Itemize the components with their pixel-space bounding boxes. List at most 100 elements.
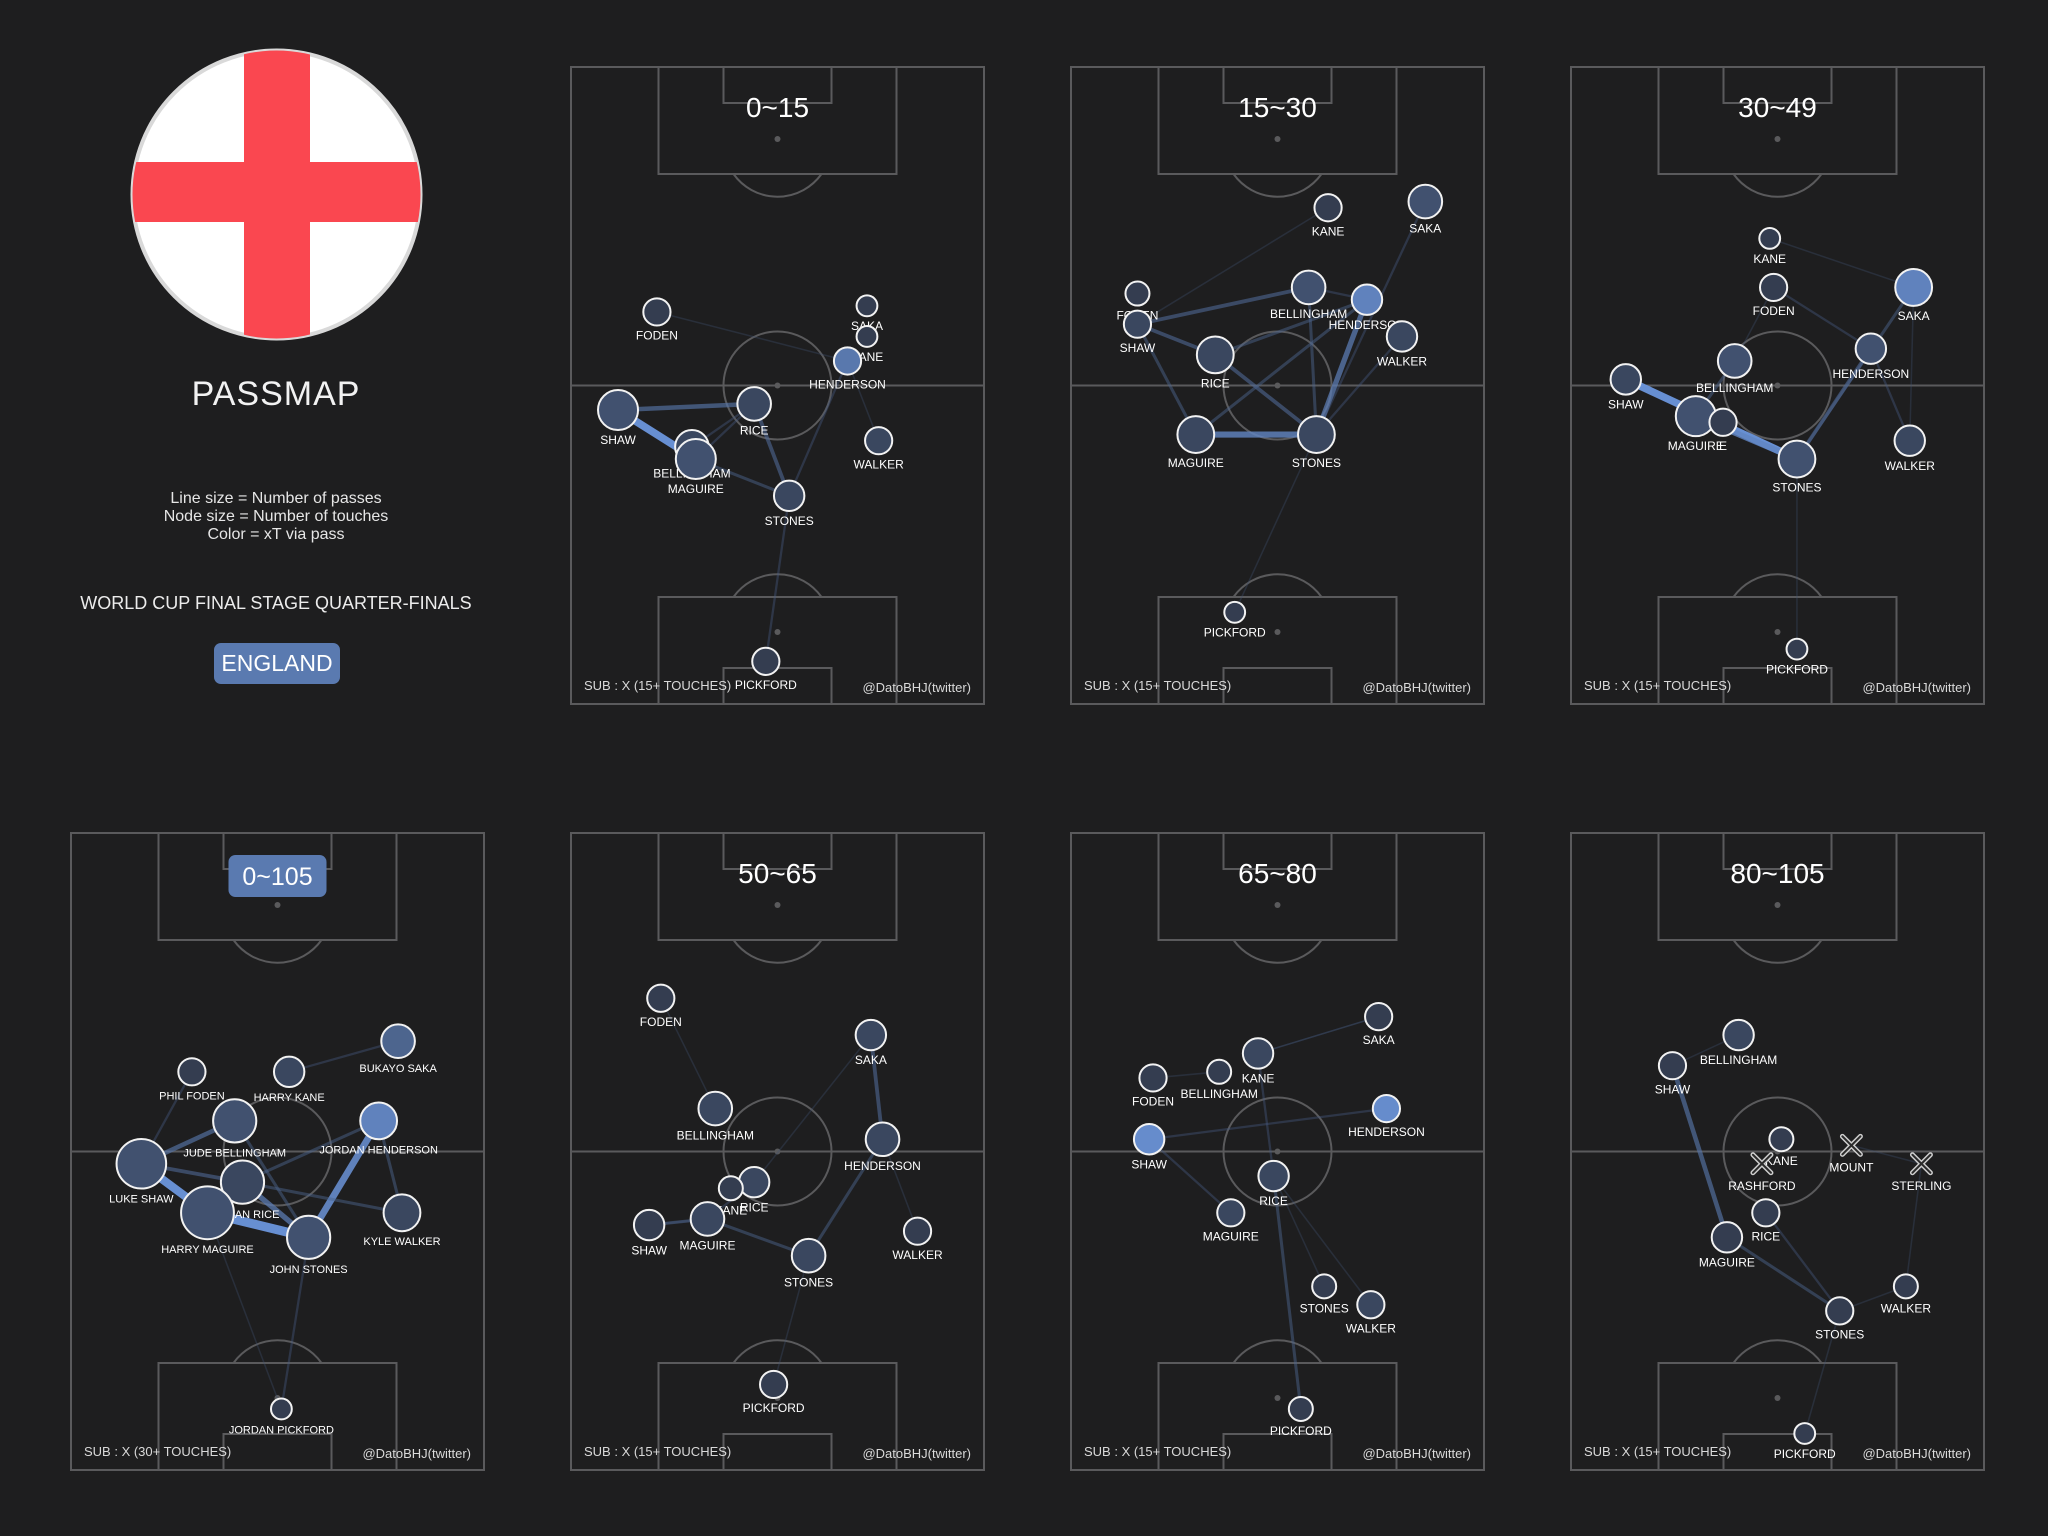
player-node bbox=[1206, 1058, 1233, 1085]
period-title: 0~15 bbox=[746, 92, 809, 123]
pass-line bbox=[288, 1040, 400, 1073]
pass-line bbox=[305, 1117, 383, 1241]
player-label: STONES bbox=[1292, 456, 1341, 470]
player-label: MAGUIRE bbox=[679, 1239, 735, 1253]
penalty-spot-bottom bbox=[774, 629, 781, 635]
pass-line bbox=[772, 1254, 810, 1386]
six-yard-box-top bbox=[1222, 66, 1333, 104]
period-title: 80~105 bbox=[1730, 858, 1824, 889]
penalty-arc-top bbox=[232, 939, 323, 964]
penalty-spot-top bbox=[1274, 902, 1281, 908]
pass-line bbox=[1315, 335, 1404, 436]
pass-lines bbox=[1147, 1015, 1388, 1411]
player-node bbox=[751, 646, 781, 676]
pass-line bbox=[1135, 322, 1198, 437]
competition-label: WORLD CUP FINAL STAGE QUARTER-FINALS bbox=[80, 593, 472, 613]
player-node bbox=[1777, 439, 1817, 479]
pass-line bbox=[1147, 1107, 1388, 1141]
player-node bbox=[1356, 1290, 1386, 1320]
penalty-arc-top bbox=[732, 939, 823, 964]
penalty-arc-top bbox=[732, 173, 823, 198]
pass-line bbox=[615, 401, 757, 413]
player-node bbox=[1785, 637, 1809, 661]
player-node bbox=[359, 1101, 399, 1141]
player-label: SHAW bbox=[1608, 398, 1644, 412]
player-node bbox=[1722, 1018, 1755, 1052]
sub-marker-inner bbox=[1751, 1153, 1772, 1174]
pass-line bbox=[1803, 1310, 1841, 1435]
pass-line bbox=[1135, 285, 1311, 327]
player-node bbox=[674, 438, 717, 481]
center-spot bbox=[1274, 382, 1281, 389]
player-label: RICE bbox=[740, 1200, 769, 1214]
page-title: PASSMAP bbox=[191, 375, 361, 413]
pass-line bbox=[1147, 1138, 1232, 1214]
credit-footnote: @DatoBHJ(twitter) bbox=[1362, 680, 1471, 695]
six-yard-box-top bbox=[1722, 66, 1833, 104]
center-spot bbox=[774, 382, 781, 389]
player-node bbox=[1371, 1093, 1402, 1124]
player-label: KANE bbox=[1242, 1072, 1275, 1086]
penalty-spot-bottom bbox=[1274, 1395, 1281, 1401]
player-label: LUKE SHAW bbox=[109, 1194, 174, 1206]
six-yard-box-bottom bbox=[1722, 667, 1833, 705]
player-node bbox=[736, 386, 772, 422]
player-label: WALKER bbox=[1881, 1301, 1932, 1315]
pass-line bbox=[1768, 237, 1915, 289]
player-label: SAKA bbox=[1898, 309, 1930, 323]
player-node bbox=[597, 389, 640, 432]
player-label: FODEN bbox=[1132, 1095, 1174, 1109]
player-label: STERLING bbox=[1891, 1179, 1951, 1193]
period-title: 0~105 bbox=[242, 863, 312, 891]
team-badge: ENGLAND bbox=[214, 643, 340, 684]
player-node bbox=[1657, 1051, 1688, 1081]
pass-line bbox=[1670, 1063, 1730, 1240]
player-node bbox=[1138, 1063, 1168, 1093]
player-label: PICKFORD bbox=[1774, 1447, 1836, 1461]
player-node bbox=[864, 426, 894, 456]
pass-line bbox=[1213, 352, 1319, 437]
player-label: SHAW bbox=[1655, 1082, 1691, 1096]
pass-line bbox=[764, 494, 791, 663]
pass-line bbox=[1850, 1144, 1923, 1165]
player-node bbox=[1122, 309, 1153, 339]
player-label: SHAW bbox=[631, 1243, 667, 1257]
player-label: FODEN bbox=[636, 329, 678, 343]
penalty-arc-top bbox=[1232, 939, 1323, 964]
player-node bbox=[180, 1185, 235, 1241]
penalty-arc-top bbox=[1732, 173, 1823, 198]
penalty-spot-top bbox=[274, 902, 281, 908]
sub-marker-inner bbox=[1841, 1135, 1862, 1156]
penalty-arc-bottom bbox=[1732, 1339, 1823, 1364]
player-label: MAGUIRE bbox=[1203, 1229, 1259, 1243]
pass-line bbox=[656, 311, 849, 362]
center-spot bbox=[1774, 382, 1781, 389]
player-label: JORDAN PICKFORD bbox=[229, 1424, 334, 1436]
player-node bbox=[1257, 1159, 1290, 1193]
player-node bbox=[219, 1159, 266, 1205]
pass-line bbox=[1795, 285, 1916, 461]
pitch-panel: 0~105 SUB : X (30+ TOUCHES) @DatoBHJ(twitt… bbox=[70, 832, 485, 1471]
six-yard-box-top bbox=[722, 832, 833, 870]
sub-footnote: SUB : X (15+ TOUCHES) bbox=[1084, 678, 1231, 693]
player-node bbox=[1241, 1037, 1275, 1070]
pass-line bbox=[807, 1137, 885, 1258]
center-circle bbox=[722, 1096, 833, 1207]
pass-line bbox=[1272, 1174, 1303, 1411]
penalty-spot-top bbox=[774, 902, 781, 908]
player-node bbox=[1708, 407, 1738, 437]
sub-footnote: SUB : X (30+ TOUCHES) bbox=[84, 1444, 231, 1459]
legend-node-size: Node size = Number of touches bbox=[163, 508, 389, 525]
player-label: FODEN bbox=[1753, 304, 1795, 318]
pass-line bbox=[1869, 347, 1911, 442]
player-label: SAKA bbox=[1409, 221, 1441, 235]
player-node bbox=[1385, 320, 1419, 353]
pitch-panel: 65~80 SUB : X (15+ TOUCHES) @DatoBHJ(twitt… bbox=[1070, 832, 1485, 1471]
player-label: RICE bbox=[740, 424, 769, 438]
player-node bbox=[642, 297, 672, 327]
six-yard-box-bottom bbox=[722, 1433, 833, 1471]
penalty-arc-bottom bbox=[1232, 573, 1323, 598]
player-node bbox=[697, 1090, 734, 1127]
player-node bbox=[759, 1369, 789, 1400]
